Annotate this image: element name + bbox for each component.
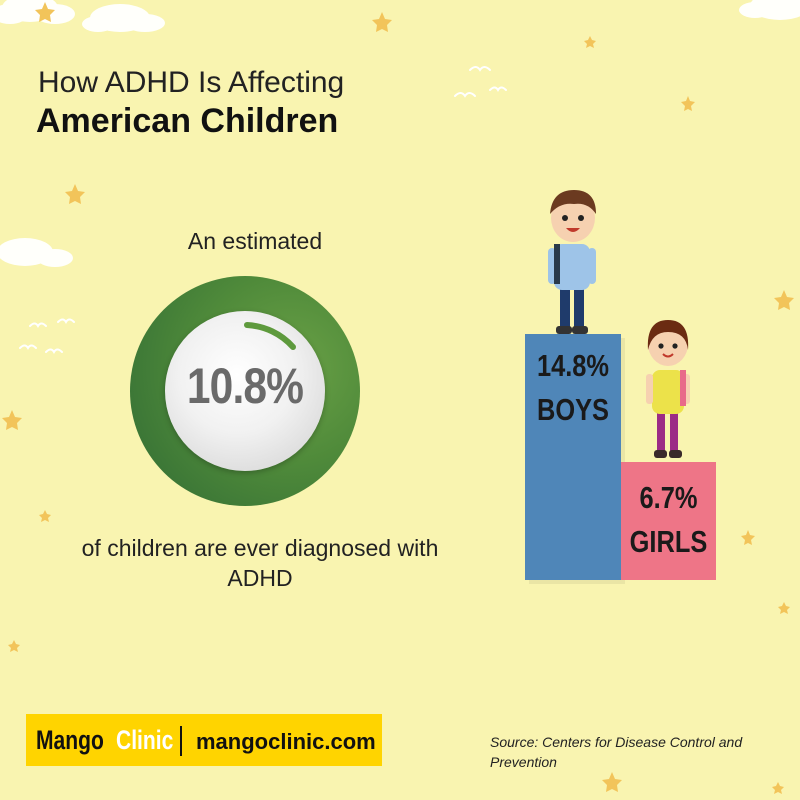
bird-icon <box>45 348 63 354</box>
star-icon <box>602 772 622 792</box>
star-icon <box>8 640 20 652</box>
star-icon <box>35 2 55 22</box>
bird-icon <box>469 66 491 72</box>
star-icon <box>39 510 51 522</box>
stat-ring-accent <box>244 322 296 350</box>
boys-bar: 14.8% BOYS <box>525 334 621 580</box>
brand-logo-mango: Mango <box>36 725 104 755</box>
stat-ring-center <box>165 311 325 471</box>
star-icon <box>65 184 85 204</box>
girls-bar: 6.7% GIRLS <box>621 462 716 580</box>
cloud-icon <box>82 4 165 32</box>
boys-value: 14.8% <box>536 348 610 383</box>
bird-icon <box>19 344 37 350</box>
star-icon <box>2 410 22 430</box>
brand-website[interactable]: mangoclinic.com <box>196 729 376 754</box>
star-icon <box>772 782 784 794</box>
bird-icon <box>489 86 507 92</box>
title-line-2: American Children <box>36 102 339 140</box>
girls-value: 6.7% <box>639 480 698 515</box>
star-icon <box>778 602 790 614</box>
boys-label: BOYS <box>536 392 610 427</box>
star-icon <box>584 36 596 48</box>
bird-icon <box>454 92 476 98</box>
brand-logo-clinic: Clinic <box>116 725 174 755</box>
bird-icon <box>57 318 75 324</box>
bird-icon <box>29 322 47 328</box>
star-icon <box>681 96 695 111</box>
girl-illustration <box>646 320 690 458</box>
brand-divider <box>180 726 182 756</box>
brand-banner <box>26 714 382 766</box>
girls-label: GIRLS <box>629 524 708 559</box>
cloud-icon <box>739 0 800 20</box>
source-citation: Source: Centers for Disease Control and … <box>490 734 743 770</box>
title-line-1: How ADHD Is Affecting <box>38 66 345 99</box>
star-icon <box>741 530 755 545</box>
boy-illustration <box>548 190 596 334</box>
stat-value: 10.8% <box>186 358 304 414</box>
star-icon <box>774 290 794 310</box>
stat-description: of children are ever diagnosed with ADHD <box>81 535 439 591</box>
cloud-icon <box>0 238 73 267</box>
star-icon <box>372 12 392 32</box>
stat-intro: An estimated <box>187 228 323 254</box>
